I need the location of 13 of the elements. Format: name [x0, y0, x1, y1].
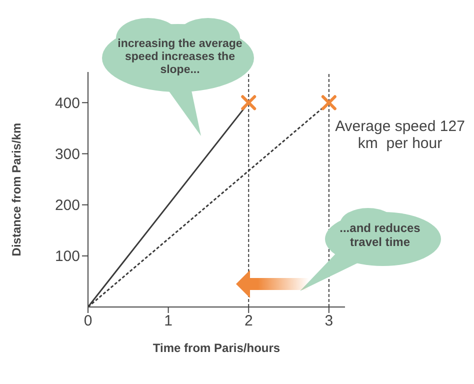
x-tick-label: 1 [164, 312, 172, 330]
y-tick-label: 200 [54, 197, 80, 214]
annotation: increasing the average speed increases the slope... [116, 38, 244, 78]
y-axis-title: Distance from Paris/km [9, 122, 24, 256]
x-tick-label: 3 [324, 312, 334, 330]
x-axis-title: Time from Paris/hours [152, 341, 280, 355]
y-tick-label: 400 [54, 94, 80, 112]
x-tick-label: 2 [244, 312, 253, 330]
y-tick-label: 300 [54, 146, 80, 164]
x-tick-label: 0 [84, 312, 92, 330]
annotation: ...and reduces travel time [338, 221, 422, 250]
annotation: Average speed 127 km per hour [334, 118, 466, 152]
y-tick-label: 100 [54, 248, 80, 266]
